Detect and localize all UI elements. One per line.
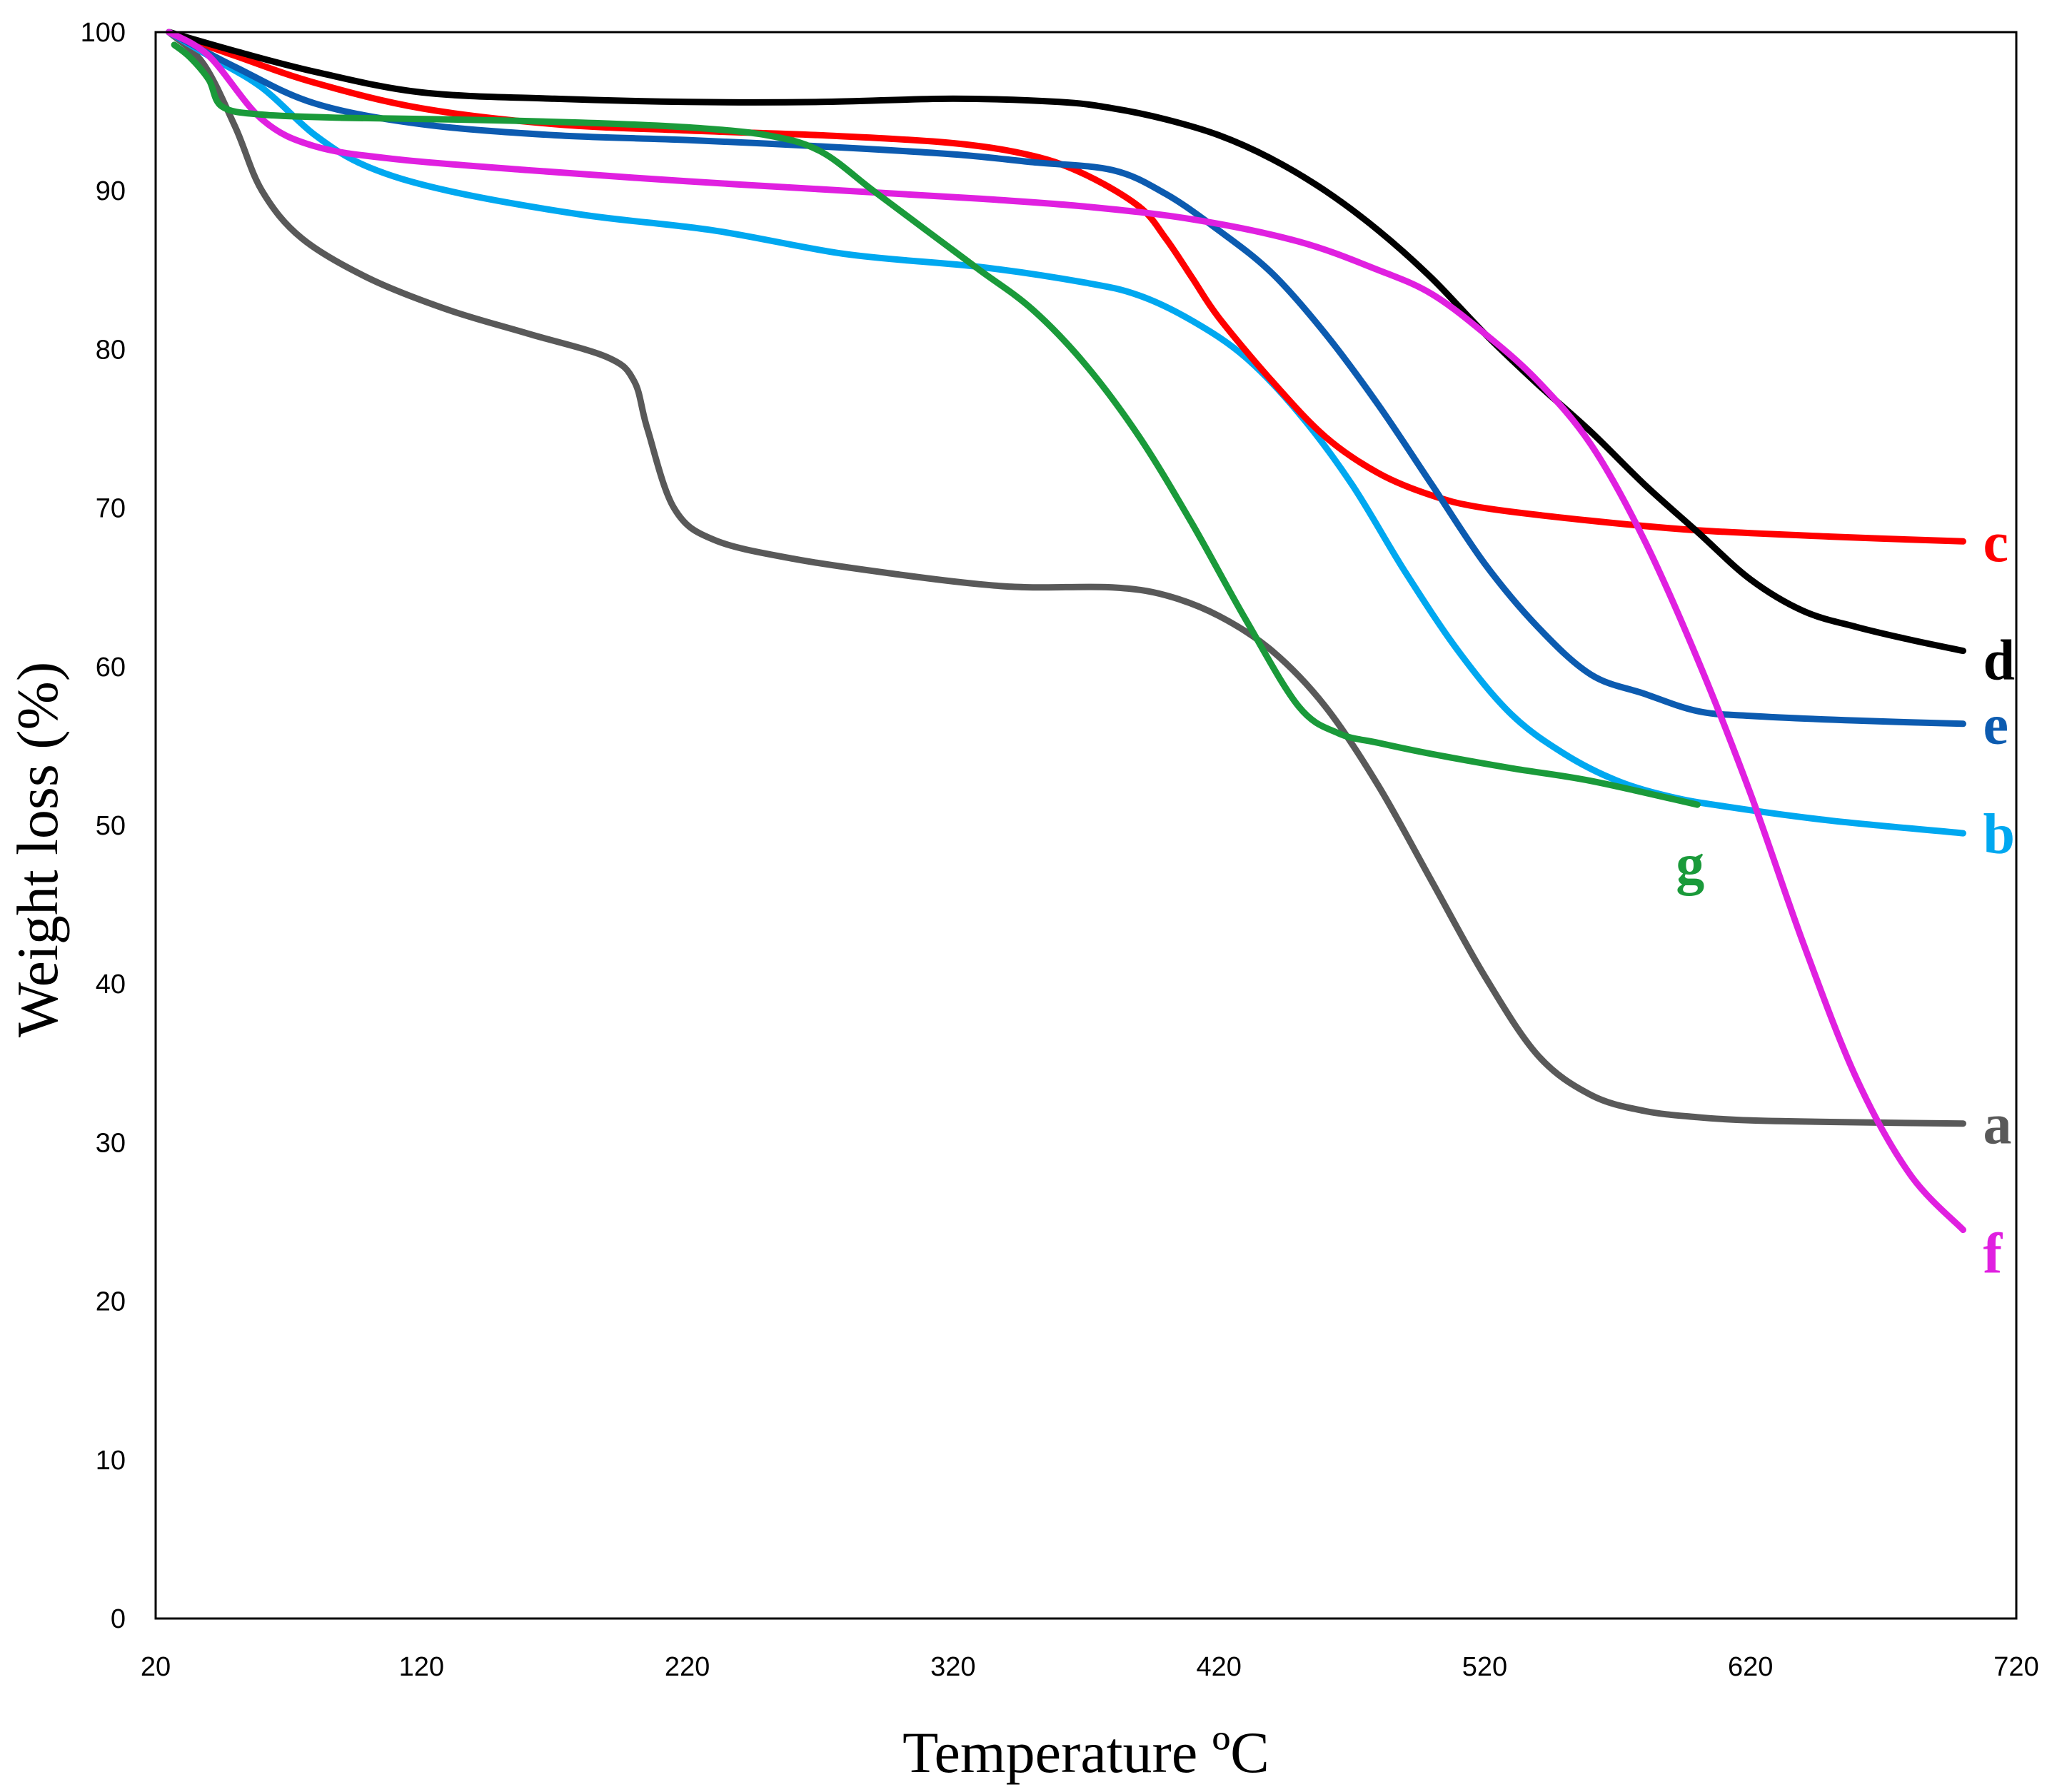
y-tick-label: 80 [96, 335, 126, 365]
series-line-d [166, 29, 1966, 655]
series-label-d: d [1983, 630, 2016, 693]
series-label-b: b [1983, 803, 2016, 866]
series-label-a: a [1983, 1094, 2012, 1157]
y-tick-label: 30 [96, 1128, 126, 1158]
series-label-c: c [1983, 511, 2009, 574]
y-tick-label: 20 [96, 1287, 126, 1317]
y-axis-title: Weight loss (%) [5, 662, 70, 1037]
x-tick-label: 320 [930, 1652, 975, 1682]
series-line-b [166, 29, 1966, 837]
x-tick-label: 120 [399, 1652, 444, 1682]
series-label-f: f [1983, 1223, 2003, 1286]
series-line-a [166, 29, 1966, 1127]
series-line-g [171, 41, 1701, 808]
x-axis-ticks: 20 120 220 320 420 520 620 720 [141, 1652, 2039, 1682]
series-label-e: e [1983, 694, 2009, 757]
y-tick-label: 90 [96, 176, 126, 206]
x-tick-label: 720 [1993, 1652, 2038, 1682]
y-tick-label: 0 [111, 1604, 126, 1634]
x-tick-label: 220 [665, 1652, 710, 1682]
series-labels: a b cde f g [1676, 511, 2015, 1285]
x-tick-label: 20 [141, 1652, 171, 1682]
x-axis-title: Temperature ºC [902, 1720, 1269, 1785]
y-tick-label: 100 [81, 18, 126, 48]
plot-lines [166, 29, 1966, 1234]
x-tick-label: 420 [1196, 1652, 1241, 1682]
y-tick-label: 40 [96, 970, 126, 1000]
y-tick-label: 50 [96, 811, 126, 841]
y-axis-ticks: 0 10 20 30 40 50 60 70 80 90 100 [81, 18, 126, 1634]
series-line-e [166, 29, 1966, 728]
y-tick-label: 60 [96, 653, 126, 683]
series-line-f [166, 29, 1966, 1234]
series-label-g: g [1676, 833, 1704, 896]
y-tick-label: 70 [96, 494, 126, 524]
y-tick-label: 10 [96, 1446, 126, 1476]
plot-area-frame [154, 31, 2018, 1620]
x-tick-label: 620 [1728, 1652, 1773, 1682]
x-tick-label: 520 [1462, 1652, 1507, 1682]
